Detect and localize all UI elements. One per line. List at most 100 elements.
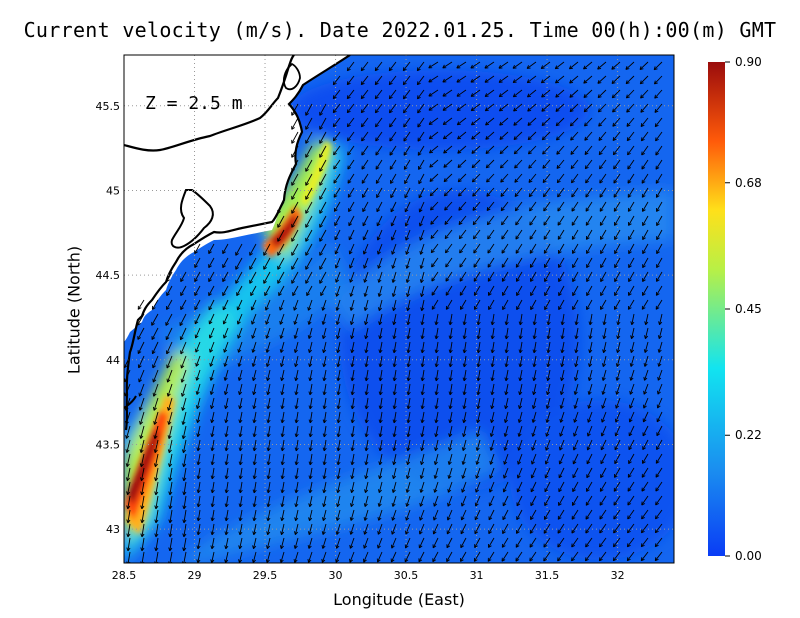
velocity-arrow [626, 131, 635, 142]
velocity-arrow [585, 495, 593, 506]
velocity-arrow [501, 537, 509, 548]
velocity-arrow [336, 439, 341, 452]
velocity-arrow [322, 369, 327, 382]
y-tick-label: 43.5 [96, 438, 121, 451]
velocity-arrow [350, 425, 355, 438]
velocity-arrow [308, 355, 313, 368]
velocity-arrow [391, 271, 397, 283]
velocity-arrow [180, 285, 187, 297]
velocity-arrow [378, 411, 383, 424]
velocity-arrow [266, 481, 271, 494]
velocity-arrow [308, 383, 313, 396]
velocity-arrow [644, 327, 649, 339]
velocity-arrow [181, 439, 187, 454]
velocity-arrow [209, 369, 215, 381]
velocity-arrow [626, 551, 635, 562]
velocity-arrow [613, 159, 621, 170]
velocity-arrow [238, 383, 243, 395]
velocity-arrow [570, 159, 579, 170]
velocity-arrow [350, 397, 355, 410]
velocity-arrow [472, 201, 481, 211]
velocity-arrow [557, 187, 565, 198]
velocity-arrow [406, 425, 411, 438]
velocity-arrow [584, 131, 593, 141]
velocity-arrow [236, 299, 243, 311]
velocity-arrow [265, 551, 271, 563]
velocity-arrow [250, 285, 257, 297]
velocity-arrow [529, 257, 537, 268]
velocity-arrow [361, 159, 369, 170]
velocity-arrow [238, 411, 243, 424]
velocity-arrow [391, 509, 397, 521]
velocity-arrow [600, 299, 607, 310]
velocity-arrow [630, 313, 635, 326]
velocity-arrow [208, 327, 215, 339]
velocity-arrow [403, 159, 411, 170]
velocity-arrow [501, 229, 509, 240]
velocity-arrow [628, 411, 635, 423]
velocity-arrow [126, 537, 131, 552]
velocity-arrow [196, 439, 201, 452]
velocity-arrow [546, 383, 551, 395]
velocity-arrow [527, 89, 537, 98]
velocity-arrow [471, 173, 481, 183]
velocity-arrow [237, 369, 243, 381]
velocity-arrow [573, 411, 579, 423]
velocity-arrow [406, 369, 411, 382]
velocity-arrow [238, 467, 243, 480]
velocity-arrow [420, 299, 425, 312]
velocity-arrow [224, 397, 229, 410]
velocity-arrow [224, 551, 229, 563]
y-tick-label: 43 [106, 523, 120, 536]
velocity-arrow [586, 271, 593, 282]
x-tick-label: 32 [611, 569, 625, 582]
velocity-arrow [405, 481, 411, 493]
velocity-arrow [544, 299, 551, 310]
velocity-arrow [210, 467, 215, 480]
velocity-arrow [586, 285, 593, 296]
velocity-arrow [472, 215, 481, 226]
velocity-arrow [629, 383, 635, 395]
velocity-arrow [641, 467, 649, 478]
velocity-arrow [405, 495, 411, 507]
velocity-arrow [294, 439, 299, 452]
velocity-arrow [529, 243, 537, 254]
velocity-arrow [252, 467, 257, 480]
velocity-arrow [350, 369, 355, 382]
velocity-arrow [305, 229, 313, 242]
velocity-arrow [363, 495, 369, 507]
velocity-arrow [266, 537, 271, 549]
velocity-arrow [528, 173, 537, 183]
velocity-arrow [513, 103, 523, 112]
velocity-arrow [378, 453, 383, 466]
velocity-arrow [195, 383, 201, 395]
velocity-arrow [572, 257, 579, 268]
velocity-arrow [558, 299, 565, 310]
velocity-arrow [376, 201, 383, 213]
velocity-arrow [433, 467, 439, 479]
velocity-arrow [419, 467, 425, 479]
velocity-arrow [350, 411, 355, 424]
velocity-arrow [419, 495, 425, 507]
velocity-arrow [627, 145, 635, 156]
velocity-arrow [587, 411, 593, 423]
velocity-arrow [305, 145, 313, 158]
velocity-arrow [194, 271, 201, 283]
velocity-arrow [517, 439, 523, 451]
velocity-arrow [476, 369, 481, 382]
velocity-arrow [308, 341, 313, 353]
velocity-arrow [458, 229, 467, 240]
velocity-arrow [194, 257, 201, 269]
velocity-arrow [600, 453, 607, 465]
velocity-arrow [375, 131, 383, 142]
velocity-arrow [584, 145, 593, 155]
velocity-arrow [280, 383, 285, 396]
velocity-arrow [613, 509, 621, 520]
velocity-arrow [376, 215, 383, 227]
velocity-arrow [574, 369, 579, 381]
velocity-arrow [305, 215, 313, 228]
velocity-arrow [655, 299, 663, 310]
velocity-arrow [640, 117, 649, 127]
velocity-arrow [321, 299, 327, 311]
